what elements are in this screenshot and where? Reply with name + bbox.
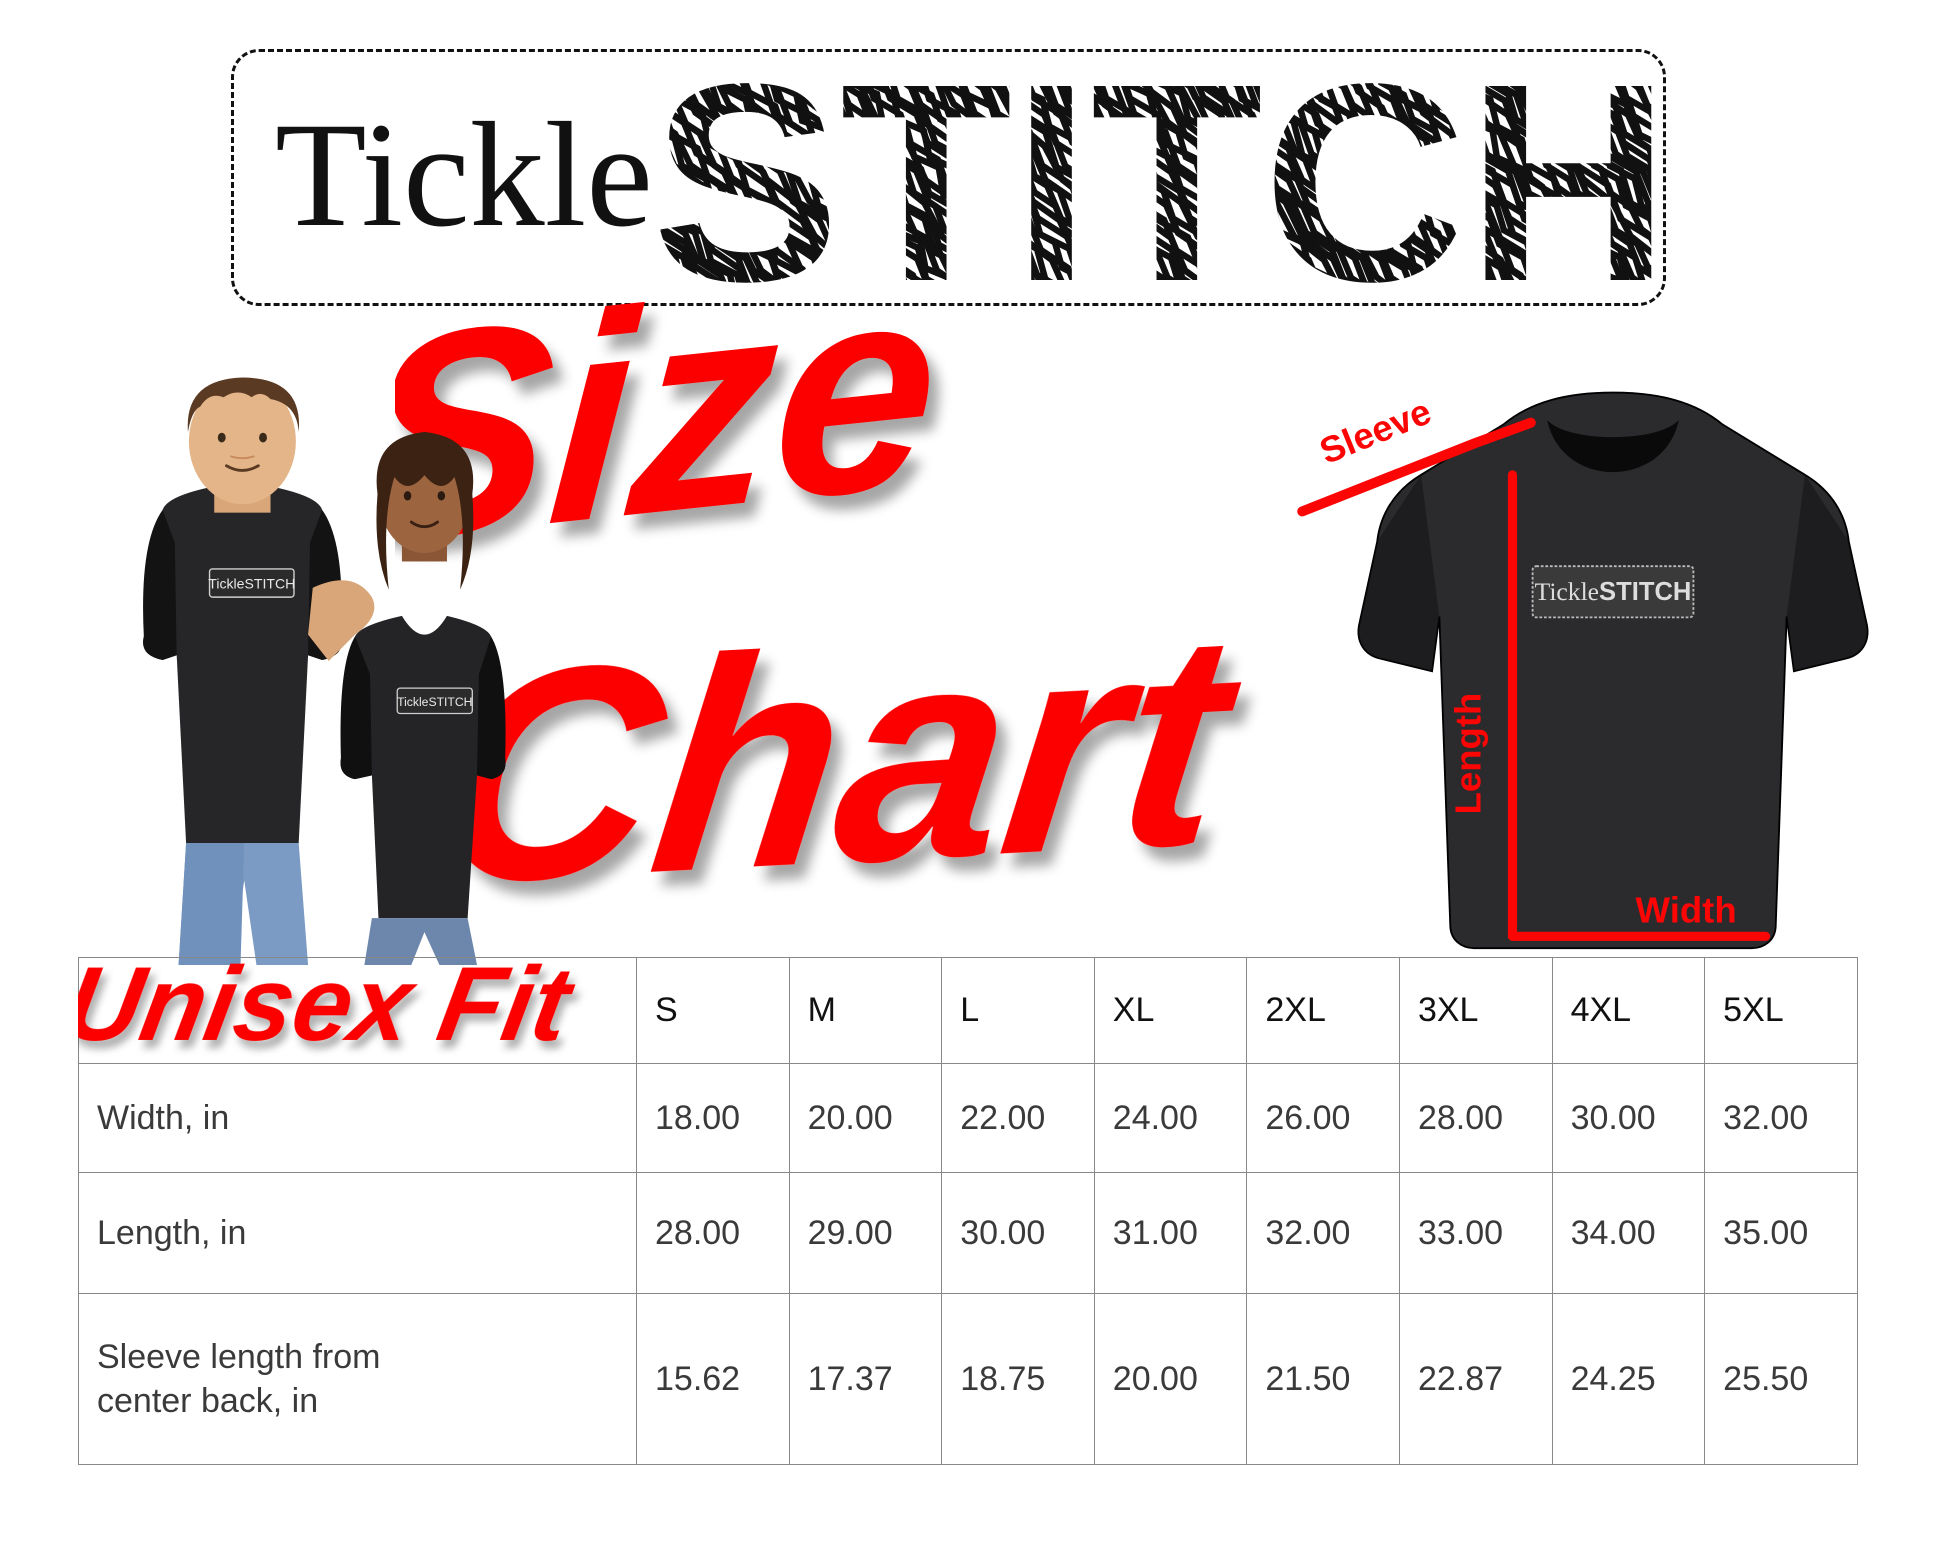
svg-text:TickleSTITCH: TickleSTITCH bbox=[208, 576, 295, 592]
svg-text:Width: Width bbox=[1636, 890, 1737, 931]
svg-text:TickleSTITCH: TickleSTITCH bbox=[1535, 577, 1692, 606]
svg-text:TickleSTITCH: TickleSTITCH bbox=[397, 695, 472, 709]
svg-text:Unisex Fit: Unisex Fit bbox=[78, 946, 582, 1063]
svg-text:Length: Length bbox=[1447, 693, 1488, 815]
